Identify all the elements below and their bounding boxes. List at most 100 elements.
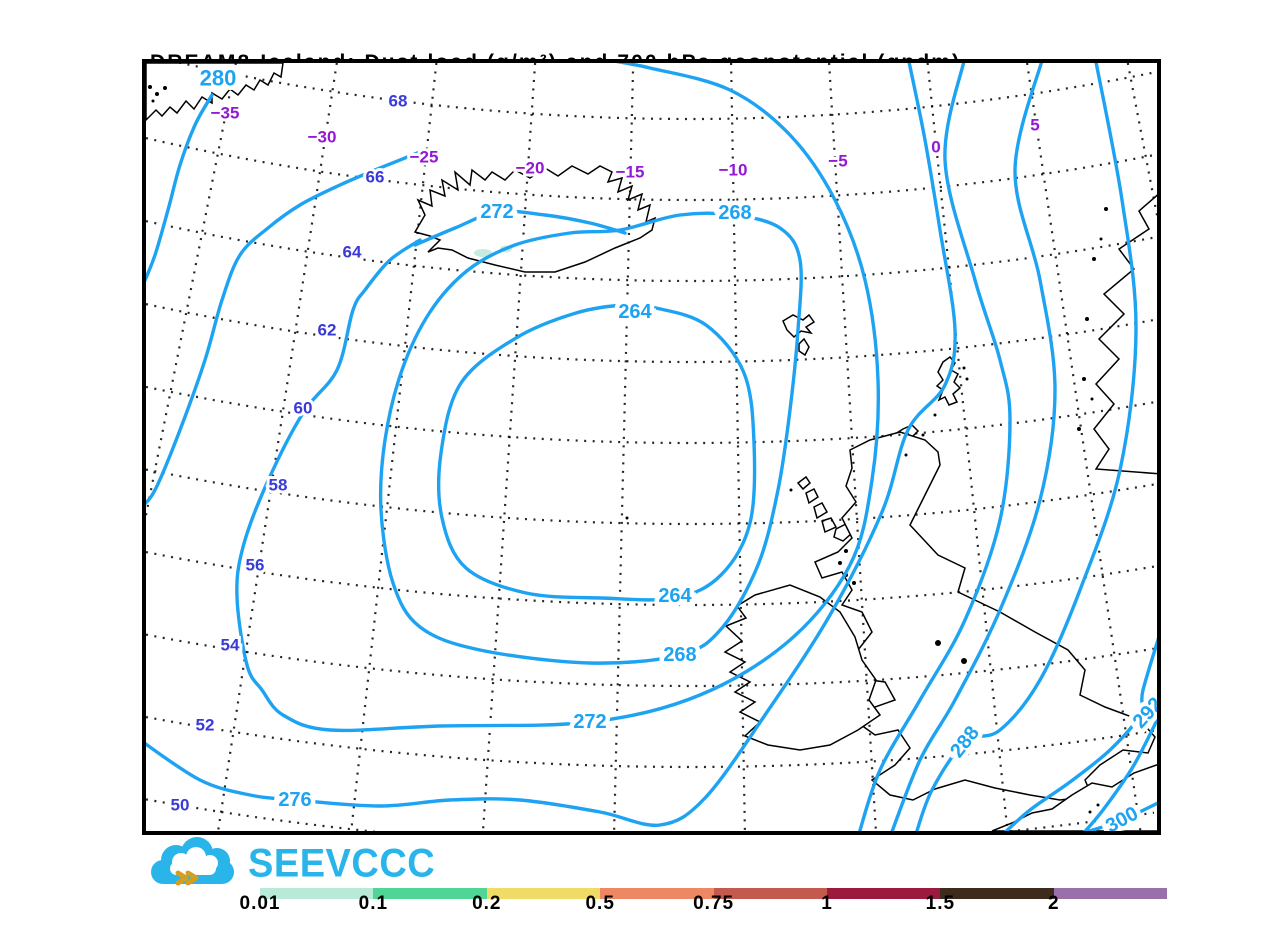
islet-dot [965, 377, 969, 381]
colorbar-tick-label: 0.75 [693, 893, 735, 914]
islet-dot [962, 366, 966, 370]
geopotential-contour-276-south [146, 63, 957, 827]
colorbar-tick-label: 1.5 [925, 893, 956, 914]
longitude-gridline-5 [1026, 63, 1142, 831]
seevccc-logo: SEEVCCC [148, 836, 435, 892]
contour-label-280: 280 [200, 66, 237, 91]
coastline-norway [1093, 194, 1157, 475]
colorbar-tick-label: 0.2 [472, 893, 502, 914]
coastline-heb2 [805, 487, 819, 505]
latitude-gridline-60 [146, 385, 1155, 445]
geopotential-contour-268 [378, 211, 803, 665]
coastline-ireland [723, 584, 882, 751]
geopotential-contour-280-west [146, 93, 214, 283]
coastline-iceland [413, 165, 657, 273]
islet-dot [935, 640, 941, 646]
geopotential-contour-272 [235, 63, 880, 733]
colorbar-segment [940, 888, 1054, 899]
latitude-label-66: 66 [366, 168, 385, 187]
latitude-label-50: 50 [171, 796, 190, 815]
colorbar-segment [373, 888, 487, 899]
longitude-label-−35: −35 [211, 104, 240, 123]
coastline-gb [814, 431, 1156, 801]
islet-dot [789, 488, 793, 492]
longitude-label-−25: −25 [410, 148, 439, 167]
islet-dot [1077, 427, 1081, 431]
geopotential-contour-288 [915, 63, 1138, 831]
colorbar-tick-label: 0.01 [239, 893, 281, 914]
colorbar-segment [713, 888, 827, 899]
latitude-label-62: 62 [318, 321, 337, 340]
longitude-label-5: 5 [1030, 116, 1039, 135]
longitude-gridline--15 [613, 63, 635, 831]
colorbar-segment [600, 888, 714, 899]
geopotential-contour-284 [890, 63, 1057, 831]
latitude-gridline-54 [146, 633, 1155, 688]
colorbar-tick-label: 1 [821, 893, 833, 914]
islet-dot [961, 658, 967, 664]
islet-dot [1096, 803, 1100, 807]
longitude-gridline--35 [146, 63, 237, 521]
latitude-gridline-56 [146, 551, 1155, 607]
islet-dot [844, 549, 848, 553]
longitude-label-0: 0 [931, 138, 940, 157]
islet-dot [1088, 810, 1092, 814]
islet-dot [1099, 237, 1103, 241]
geopotential-contour-296 [1083, 716, 1157, 831]
latitude-gridline-66 [146, 137, 1155, 202]
colorbar-tick-label: 0.5 [585, 893, 615, 914]
islet-dot [921, 433, 925, 437]
islet-dot [904, 453, 908, 457]
geopotential-contour-276-west [146, 148, 427, 505]
islet-dot [148, 85, 152, 89]
coastline-heb3 [813, 502, 829, 520]
geopotential-contour-264 [437, 302, 757, 602]
colorbar-tick-label: 0.1 [358, 893, 389, 914]
latitude-gridline-68 [176, 63, 1155, 121]
contour-label-268: 268 [718, 202, 751, 224]
latitude-label-52: 52 [196, 716, 215, 735]
dust-load-colorbar [260, 888, 1168, 899]
islet-dot [625, 516, 629, 520]
latitude-label-60: 60 [294, 399, 313, 418]
colorbar-segment [486, 888, 601, 899]
logo-text: SEEVCCC [248, 841, 436, 886]
dust-patch [474, 249, 492, 257]
islet-dot [163, 86, 167, 90]
longitude-label-−30: −30 [308, 128, 337, 147]
longitude-gridline--20 [481, 63, 537, 831]
islet-dot [155, 92, 159, 96]
colorbar-segment [260, 888, 374, 899]
geopotential-contour-280-east [858, 63, 1012, 831]
contour-label-268: 268 [663, 644, 696, 666]
longitude-label-−5: −5 [828, 152, 847, 171]
contour-label-272: 272 [573, 711, 606, 733]
geopotential-contour-292 [1003, 637, 1157, 831]
latitude-label-56: 56 [246, 556, 265, 575]
contour-label-264: 264 [618, 301, 652, 323]
cloud-logo-icon [151, 837, 234, 886]
longitude-label-−15: −15 [616, 163, 645, 182]
islet-dot [1082, 377, 1086, 381]
islet-dot [838, 561, 842, 565]
longitude-label-−20: −20 [516, 159, 545, 178]
geopotential-contour-272-iceland [413, 209, 627, 247]
contour-label-264: 264 [658, 585, 692, 607]
latitude-label-64: 64 [343, 243, 362, 262]
longitude-gridline--25 [350, 63, 438, 831]
colorbar-tick-label: 2 [1048, 893, 1060, 914]
latitude-gridline-64 [146, 220, 1155, 283]
longitude-label-−10: −10 [719, 161, 748, 180]
coastline-france [991, 763, 1157, 831]
islet-dot [1104, 207, 1108, 211]
longitude-gridline--30 [217, 63, 338, 831]
islet-dot [933, 413, 937, 417]
islet-dot [151, 99, 155, 103]
longitude-gridline-0 [926, 63, 1009, 831]
latitude-label-68: 68 [389, 92, 408, 111]
islet-dot [1092, 257, 1096, 261]
contour-label-276: 276 [278, 789, 311, 811]
longitude-gridline--10 [730, 63, 746, 831]
